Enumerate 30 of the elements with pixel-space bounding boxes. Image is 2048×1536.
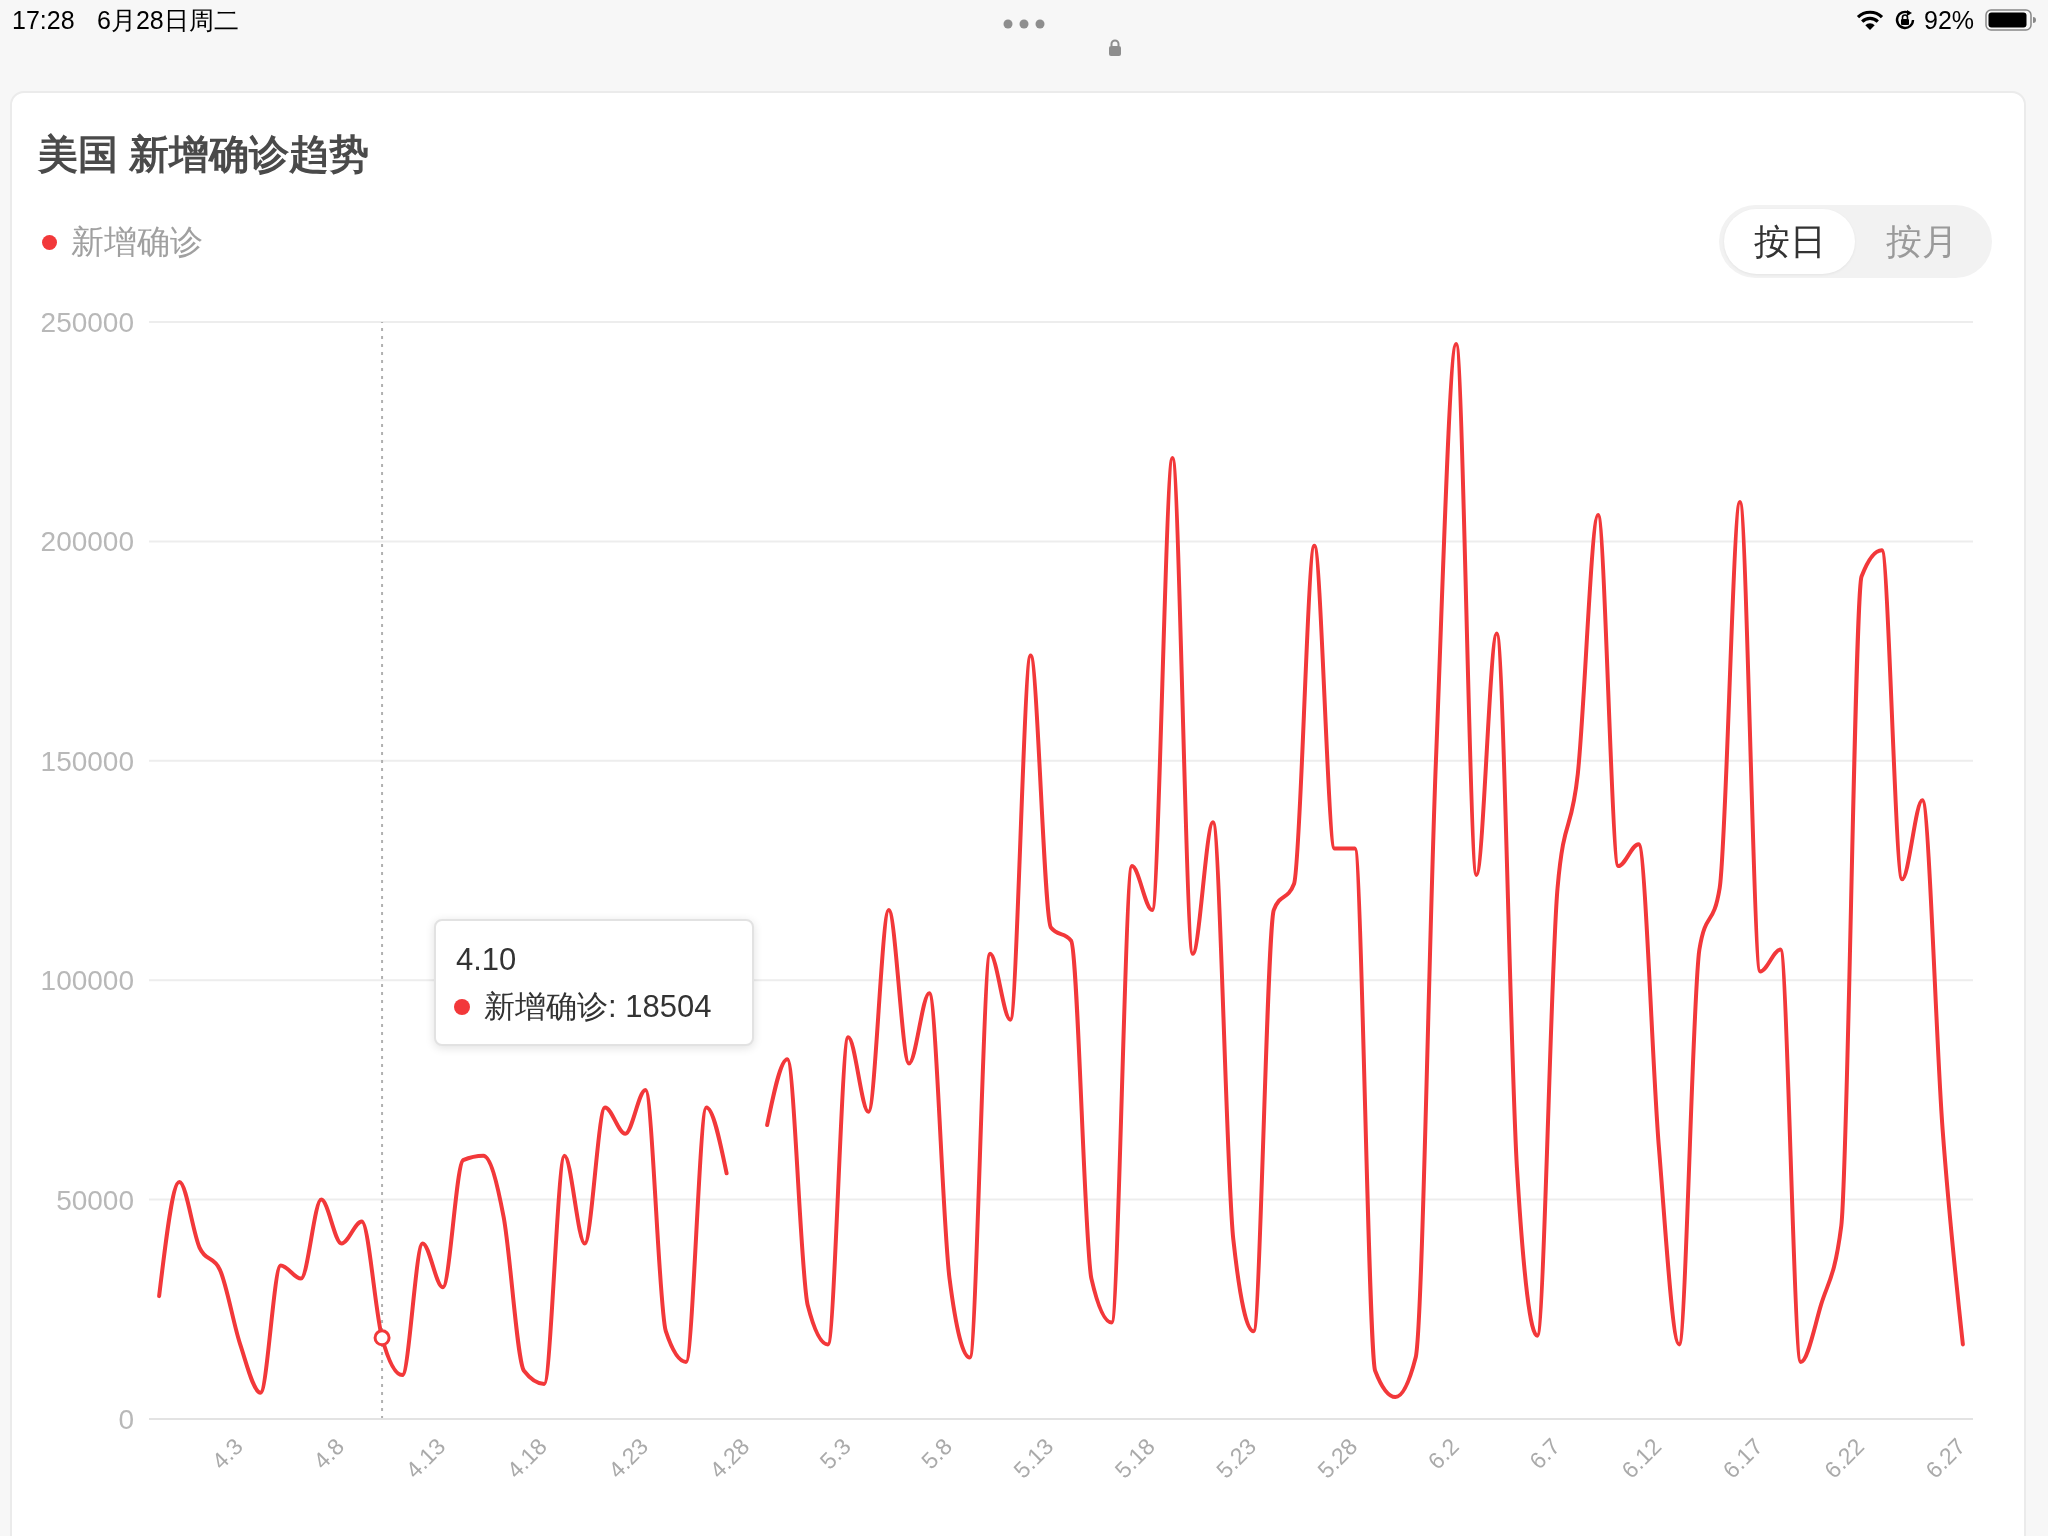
x-tick-label: 4.3 <box>206 1433 248 1475</box>
x-tick-label: 4.8 <box>308 1433 350 1475</box>
x-tick-label: 4.23 <box>603 1433 654 1484</box>
text: 17:28 <box>12 5 75 36</box>
y-tick-label: 150000 <box>40 745 134 777</box>
y-tick-label: 50000 <box>56 1184 134 1216</box>
legend-label: 新增确诊 <box>71 221 203 262</box>
x-tick-label: 5.3 <box>814 1433 856 1475</box>
y-tick-label: 200000 <box>40 526 134 558</box>
x-tick-label: 4.18 <box>501 1433 552 1484</box>
chart-title: 美国 新增确诊趋势 <box>38 131 370 178</box>
y-tick-label: 100000 <box>40 965 134 997</box>
x-tick-label: 5.13 <box>1008 1433 1059 1484</box>
annotation: 4.10 新增确诊: 18504 <box>456 942 712 1026</box>
y-tick-label: 0 <box>118 1403 134 1435</box>
x-tick-label: 5.28 <box>1312 1433 1363 1484</box>
x-tick-label: 5.23 <box>1211 1433 1262 1484</box>
x-tick-label: 6.2 <box>1422 1433 1464 1475</box>
x-tick-label: 4.13 <box>400 1433 451 1484</box>
x-tick-label: 6.7 <box>1524 1433 1566 1475</box>
x-tick-label: 6.22 <box>1819 1433 1870 1484</box>
x-tick-label: 5.18 <box>1109 1433 1160 1484</box>
text: 92% <box>1924 5 1975 36</box>
tooltip-box: 4.10 新增确诊: 18504 <box>434 919 754 1046</box>
x-tick-label: 4.28 <box>704 1433 755 1484</box>
x-tick-label: 6.12 <box>1616 1433 1667 1484</box>
text: 按月 <box>1885 220 1959 264</box>
y-tick-label: 250000 <box>40 306 134 338</box>
text: 6月28日周二 <box>97 5 239 36</box>
x-tick-label: 5.8 <box>916 1433 958 1475</box>
